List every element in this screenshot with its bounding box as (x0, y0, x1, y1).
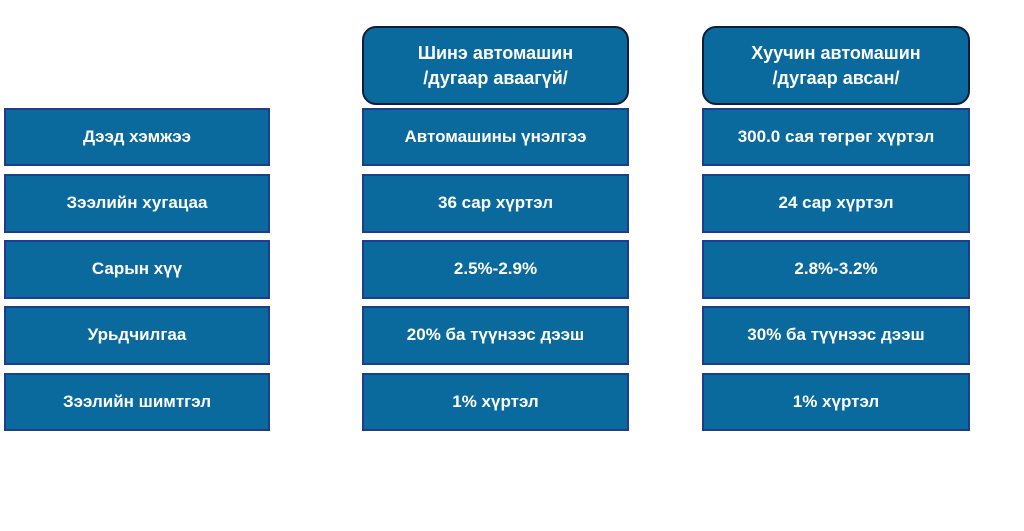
header-new-car-line1: Шинэ автомашин (417, 43, 574, 64)
used-car-monthly-interest: 2.8%-3.2% (702, 240, 970, 299)
header-new-car: Шинэ автомашин /дугаар аваагүй/ (362, 26, 629, 105)
header-new-car-line2: /дугаар аваагүй/ (423, 67, 568, 88)
new-car-max-amount: Автомашины үнэлгээ (362, 108, 629, 166)
used-car-loan-term: 24 сар хүртэл (702, 174, 970, 233)
row-label-down-payment: Урьдчилгаа (4, 306, 270, 365)
used-car-loan-fee: 1% хүртэл (702, 373, 970, 431)
used-car-max-amount: 300.0 сая төгрөг хүртэл (702, 108, 970, 166)
new-car-loan-term: 36 сар хүртэл (362, 174, 629, 233)
new-car-loan-fee: 1% хүртэл (362, 373, 629, 431)
row-label-max-amount: Дээд хэмжээ (4, 108, 270, 166)
row-label-loan-term: Зээлийн хугацаа (4, 174, 270, 233)
used-car-down-payment: 30% ба түүнээс дээш (702, 306, 970, 365)
row-label-loan-fee: Зээлийн шимтгэл (4, 373, 270, 431)
header-used-car-line1: Хуучин автомашин (751, 43, 921, 64)
header-used-car: Хуучин автомашин /дугаар авсан/ (702, 26, 970, 105)
header-used-car-line2: /дугаар авсан/ (772, 67, 900, 88)
row-label-monthly-interest: Сарын хүү (4, 240, 270, 299)
new-car-down-payment: 20% ба түүнээс дээш (362, 306, 629, 365)
new-car-monthly-interest: 2.5%-2.9% (362, 240, 629, 299)
